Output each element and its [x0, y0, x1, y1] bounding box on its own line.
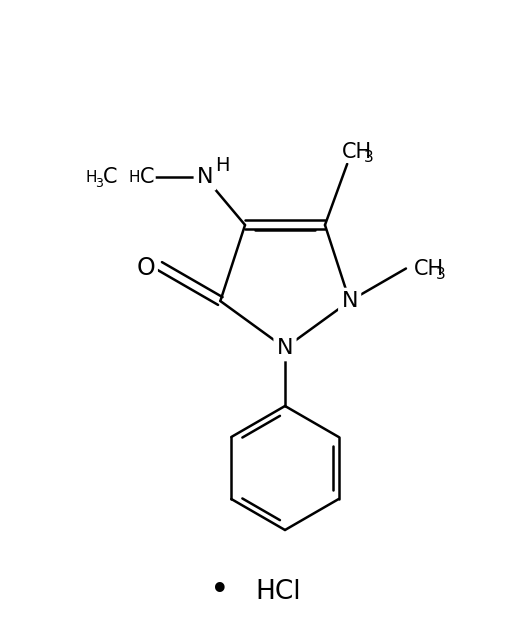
Text: N: N: [197, 168, 213, 188]
Text: H: H: [85, 170, 96, 185]
Text: CH: CH: [342, 142, 373, 162]
Text: 3: 3: [436, 267, 446, 282]
Text: C: C: [140, 168, 155, 188]
Text: H: H: [215, 156, 230, 175]
Text: N: N: [277, 338, 293, 358]
Text: HCl: HCl: [255, 579, 300, 605]
Text: •: •: [210, 573, 230, 607]
Text: O: O: [136, 256, 155, 280]
Text: N: N: [341, 291, 358, 311]
Text: CH: CH: [414, 259, 444, 278]
Text: C: C: [103, 168, 118, 188]
Text: H: H: [129, 170, 140, 185]
Text: 3: 3: [95, 177, 103, 190]
Text: 3: 3: [364, 150, 374, 165]
